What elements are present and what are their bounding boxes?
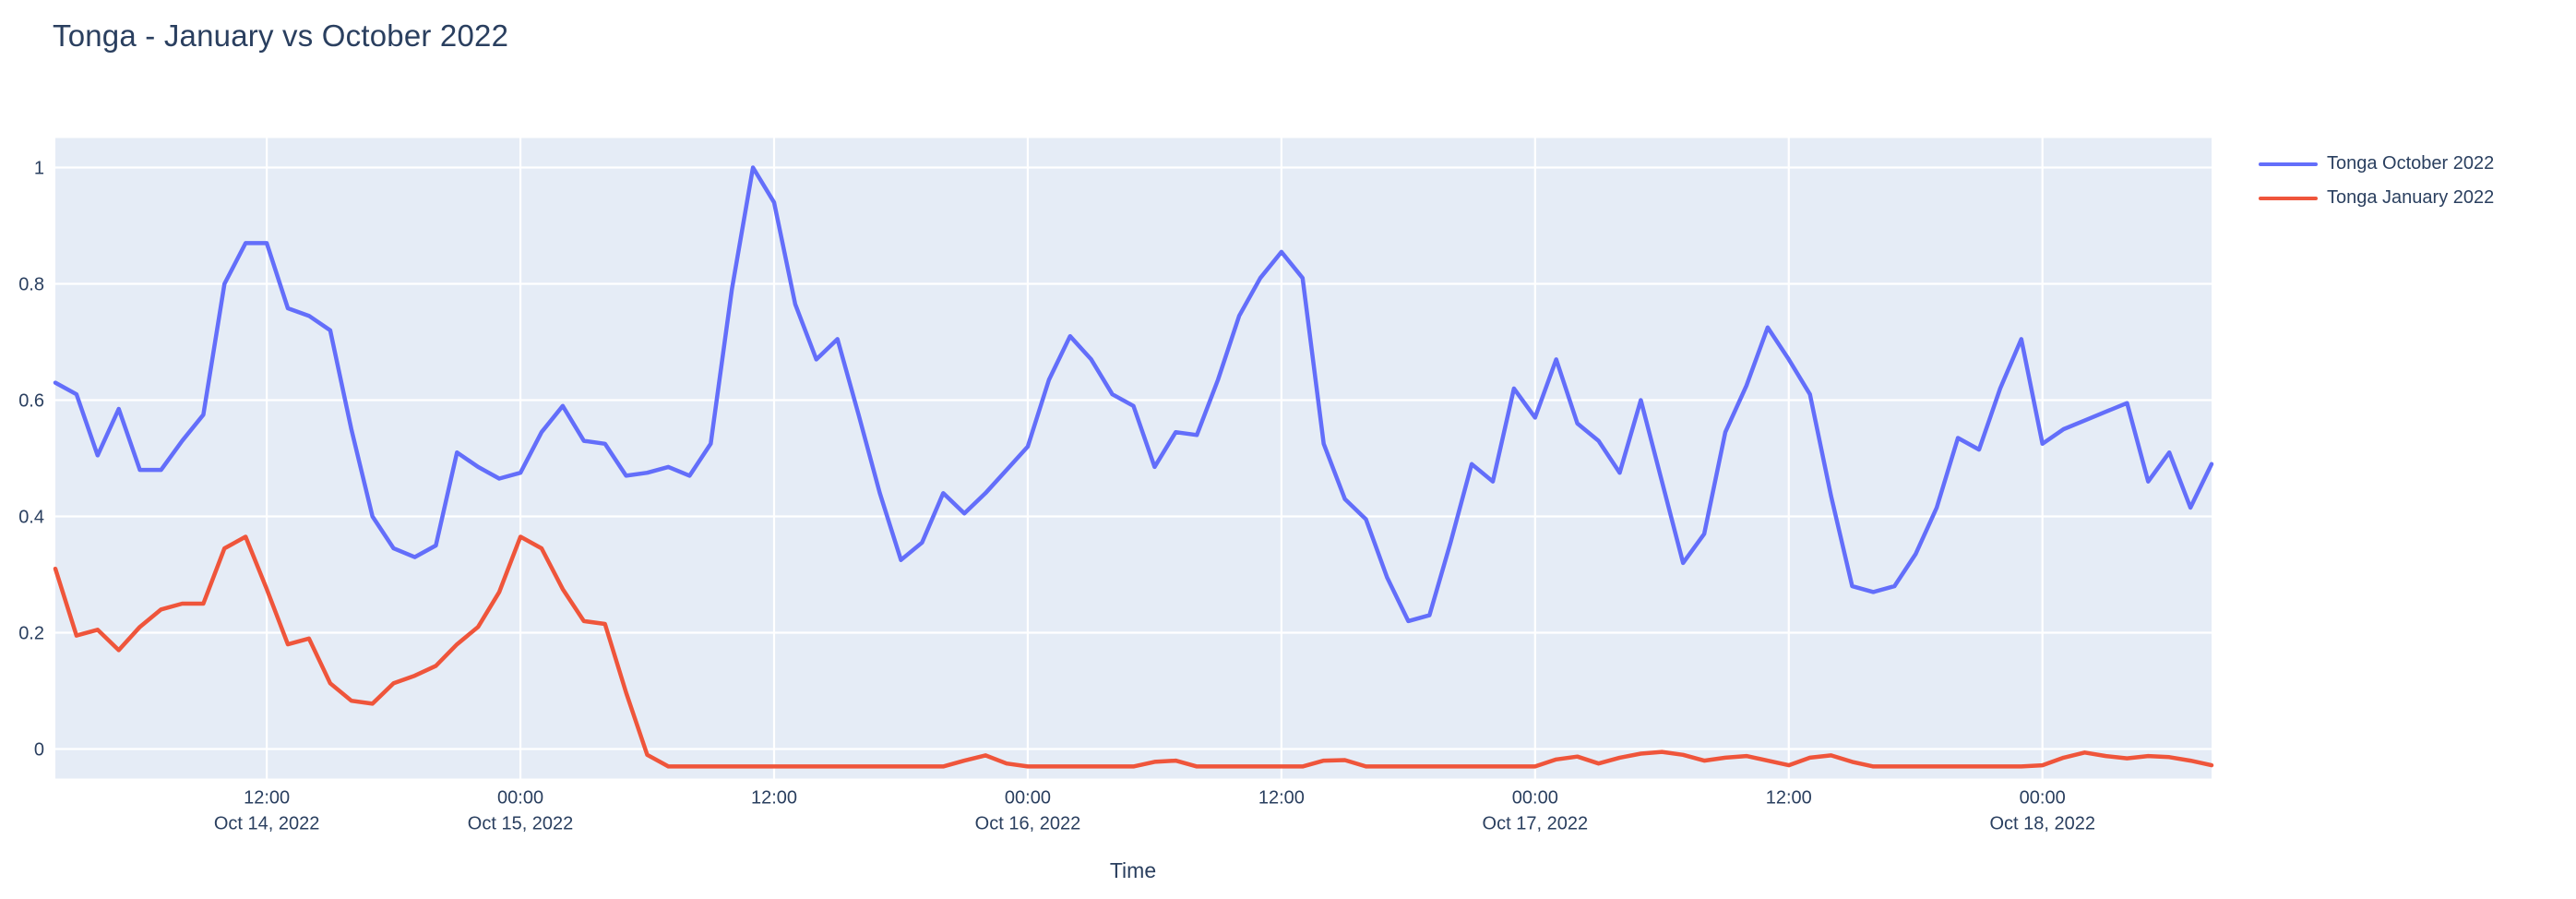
- series-line-tonga-january-2022[interactable]: [53, 534, 2214, 769]
- legend-line-swatch-blue: [2259, 162, 2318, 166]
- chart-title: Tonga - January vs October 2022: [53, 18, 509, 53]
- legend-line-swatch-red: [2259, 196, 2318, 200]
- legend-label: Tonga October 2022: [2327, 153, 2495, 174]
- y-tick-label: 0: [34, 739, 44, 760]
- x-tick-time-label: 00:00: [1512, 788, 1558, 809]
- legend-label: Tonga January 2022: [2327, 187, 2495, 208]
- x-tick-date-label: Oct 17, 2022: [1483, 814, 1589, 834]
- x-tick-date-label: Oct 15, 2022: [468, 814, 574, 834]
- x-tick-time-label: 00:00: [497, 788, 543, 809]
- legend: Tonga October 2022 Tonga January 2022: [2259, 153, 2494, 209]
- x-tick-time-label: 12:00: [1258, 788, 1305, 809]
- x-tick-date-label: Oct 14, 2022: [214, 814, 320, 834]
- x-tick-time-label: 12:00: [244, 788, 290, 809]
- x-tick-time-label: 00:00: [1005, 788, 1051, 809]
- legend-item-tonga-january-2022[interactable]: Tonga January 2022: [2259, 187, 2494, 209]
- x-axis-title: Time: [1109, 858, 1157, 882]
- x-tick-time-label: 12:00: [1766, 788, 1812, 809]
- y-tick-label: 0.8: [18, 275, 44, 295]
- x-tick-time-label: 00:00: [2020, 788, 2066, 809]
- y-tick-label: 0.4: [18, 507, 44, 527]
- x-tick-date-label: Oct 18, 2022: [1989, 814, 2095, 834]
- y-tick-label: 0.2: [18, 623, 44, 643]
- legend-item-tonga-october-2022[interactable]: Tonga October 2022: [2259, 153, 2494, 174]
- x-tick-date-label: Oct 16, 2022: [975, 814, 1081, 834]
- series-line-tonga-october-2022[interactable]: [53, 165, 2214, 624]
- x-tick-time-label: 12:00: [751, 788, 797, 809]
- y-tick-label: 1: [34, 159, 44, 179]
- y-tick-label: 0.6: [18, 391, 44, 412]
- plot-background: [55, 138, 2212, 779]
